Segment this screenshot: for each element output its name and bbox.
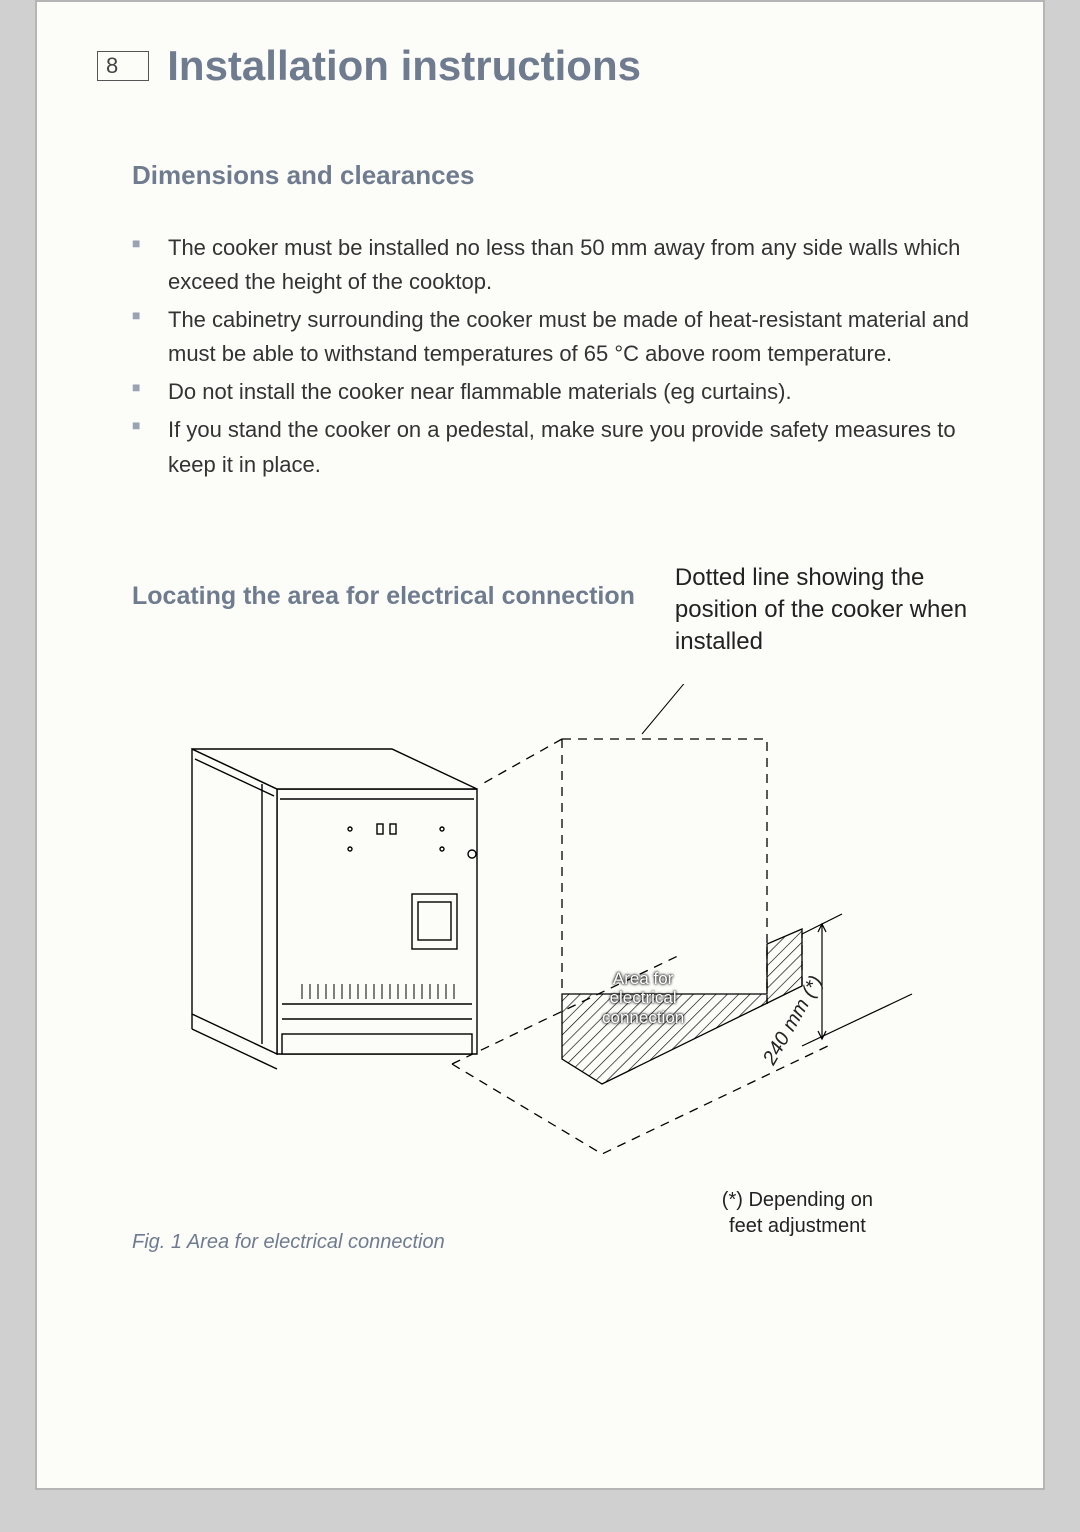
bullet-item: The cooker must be installed no less tha… — [132, 231, 983, 299]
footnote-line: (*) Depending on — [722, 1189, 873, 1211]
figure-caption: Fig. 1 Area for electrical connection — [132, 1231, 445, 1254]
area-label-line: Area for — [613, 969, 673, 988]
footnote-line: feet adjustment — [729, 1215, 866, 1237]
footnote: (*) Depending on feet adjustment — [722, 1187, 873, 1239]
bullet-item: If you stand the cooker on a pedestal, m… — [132, 413, 983, 481]
section2-headings-row: Locating the area for electrical connect… — [132, 562, 993, 659]
area-label-line: connection — [602, 1008, 684, 1027]
page-title: Installation instructions — [167, 42, 641, 90]
page-number: 8 — [106, 53, 118, 78]
section2-heading: Locating the area for electrical connect… — [132, 562, 635, 611]
manual-page: 8 Installation instructions Dimensions a… — [35, 0, 1045, 1490]
dotted-line-note: Dotted line showing the position of the … — [675, 562, 975, 659]
page-number-box: 8 — [97, 51, 149, 81]
section2: Locating the area for electrical connect… — [97, 562, 993, 1244]
section1-heading: Dimensions and clearances — [132, 160, 993, 191]
clearance-bullets: The cooker must be installed no less tha… — [132, 231, 983, 482]
figure-area: Area for electrical connection 240 mm (*… — [132, 684, 993, 1244]
page-header: 8 Installation instructions — [97, 42, 993, 90]
bullet-item: Do not install the cooker near flammable… — [132, 375, 983, 409]
cooker-diagram — [132, 684, 1012, 1244]
bullet-item: The cabinetry surrounding the cooker mus… — [132, 303, 983, 371]
area-label: Area for electrical connection — [602, 969, 684, 1028]
area-label-line: electrical — [610, 988, 677, 1007]
